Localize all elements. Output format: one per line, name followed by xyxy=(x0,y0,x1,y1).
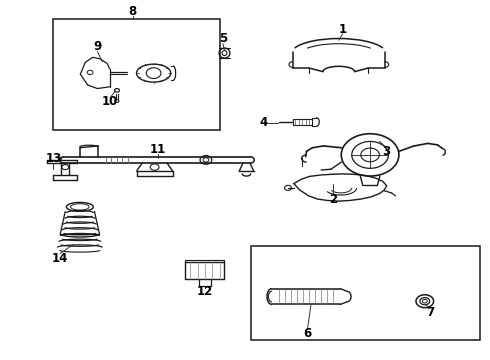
Text: 7: 7 xyxy=(427,306,435,319)
Bar xyxy=(251,246,480,339)
Text: 10: 10 xyxy=(102,95,118,108)
Bar xyxy=(53,19,220,130)
Text: 11: 11 xyxy=(150,143,166,156)
Text: 3: 3 xyxy=(383,145,391,158)
Text: 9: 9 xyxy=(93,40,101,53)
Text: 2: 2 xyxy=(329,193,337,206)
Text: 5: 5 xyxy=(219,32,227,45)
Text: 8: 8 xyxy=(128,5,137,18)
Text: 4: 4 xyxy=(259,116,268,129)
Text: 6: 6 xyxy=(303,327,312,340)
Text: 13: 13 xyxy=(46,152,62,165)
Text: 12: 12 xyxy=(197,285,213,298)
Text: 14: 14 xyxy=(52,252,69,265)
Text: 1: 1 xyxy=(339,23,347,36)
